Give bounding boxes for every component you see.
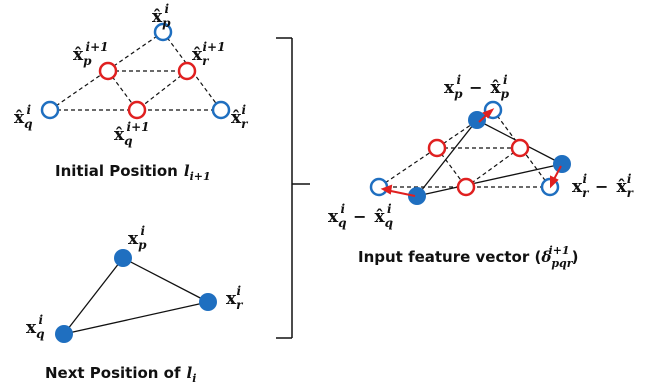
in-node-xhat-q-i1 bbox=[456, 177, 476, 197]
in-solid-p-q bbox=[416, 119, 478, 197]
in-edge-mid-qr bbox=[465, 147, 521, 188]
in-solid-q-r bbox=[416, 163, 563, 197]
label-diff-p: xpi − x̂pi bbox=[444, 73, 510, 101]
node-x-q-i bbox=[55, 325, 73, 343]
input-feature-panel: xpi − x̂pi xqi − x̂qi xri − x̂ri Input feature… bbox=[328, 73, 635, 270]
label-xhat-r-i: x̂ri bbox=[231, 103, 249, 131]
next-edges bbox=[63, 257, 209, 335]
label-xhat-p-i1: x̂pi+1 bbox=[73, 40, 109, 68]
edge-next-q-r bbox=[63, 301, 209, 335]
label-xhat-r-i1: x̂ri+1 bbox=[192, 40, 225, 68]
in-edge-p-r bbox=[492, 109, 551, 188]
node-xhat-r-i1 bbox=[177, 61, 197, 81]
edge-next-p-q bbox=[63, 257, 124, 335]
edge-p-q bbox=[49, 31, 164, 111]
arrow-diff-r-head bbox=[550, 175, 559, 189]
caption-initial-position: Initial Position li+1 bbox=[55, 162, 211, 183]
arrow-diff-p-head bbox=[482, 108, 495, 119]
label-diff-r: xri − x̂ri bbox=[572, 172, 635, 200]
edge-p-r bbox=[162, 31, 222, 111]
node-xhat-q-i bbox=[40, 100, 60, 120]
node-xhat-r-i bbox=[211, 100, 231, 120]
label-xhat-q-i1: x̂qi+1 bbox=[114, 120, 150, 148]
label-diff-q: xqi − x̂qi bbox=[328, 202, 393, 230]
input-solid-edges bbox=[416, 119, 563, 197]
node-xhat-p-i bbox=[153, 22, 173, 42]
in-node-xhat-q-i bbox=[369, 177, 389, 197]
label-xhat-p-i: x̂pi bbox=[152, 2, 171, 30]
in-node-xhat-p-i1 bbox=[427, 138, 447, 158]
edge-next-p-r bbox=[122, 257, 209, 303]
next-position-panel: xpi xri xqi Next Position of li bbox=[26, 224, 244, 385]
label-x-q-i: xqi bbox=[26, 313, 45, 341]
node-xhat-q-i1 bbox=[127, 100, 147, 120]
in-node-x-r-i bbox=[553, 155, 571, 173]
in-node-x-q-i bbox=[408, 187, 426, 205]
in-node-x-p-i bbox=[468, 111, 486, 129]
arrow-diff-q-head bbox=[380, 184, 393, 195]
difference-arrows bbox=[380, 108, 562, 197]
node-xhat-p-i1 bbox=[98, 61, 118, 81]
initial-position-panel: x̂pi x̂pi+1 x̂ri+1 x̂qi x̂ri x̂qi+1 Init… bbox=[14, 2, 249, 183]
node-x-p-i bbox=[114, 249, 132, 267]
caption-input-feature-vector: Input feature vector (δpqri+1) bbox=[358, 244, 578, 270]
label-xhat-q-i: x̂qi bbox=[14, 103, 33, 131]
caption-next-position: Next Position of li bbox=[45, 364, 196, 385]
edge-mid-qr bbox=[136, 70, 188, 111]
label-x-p-i: xpi bbox=[128, 224, 147, 252]
in-node-xhat-r-i1 bbox=[510, 138, 530, 158]
label-x-r-i: xri bbox=[226, 284, 244, 312]
combine-bracket bbox=[276, 37, 310, 339]
node-x-r-i bbox=[199, 293, 217, 311]
